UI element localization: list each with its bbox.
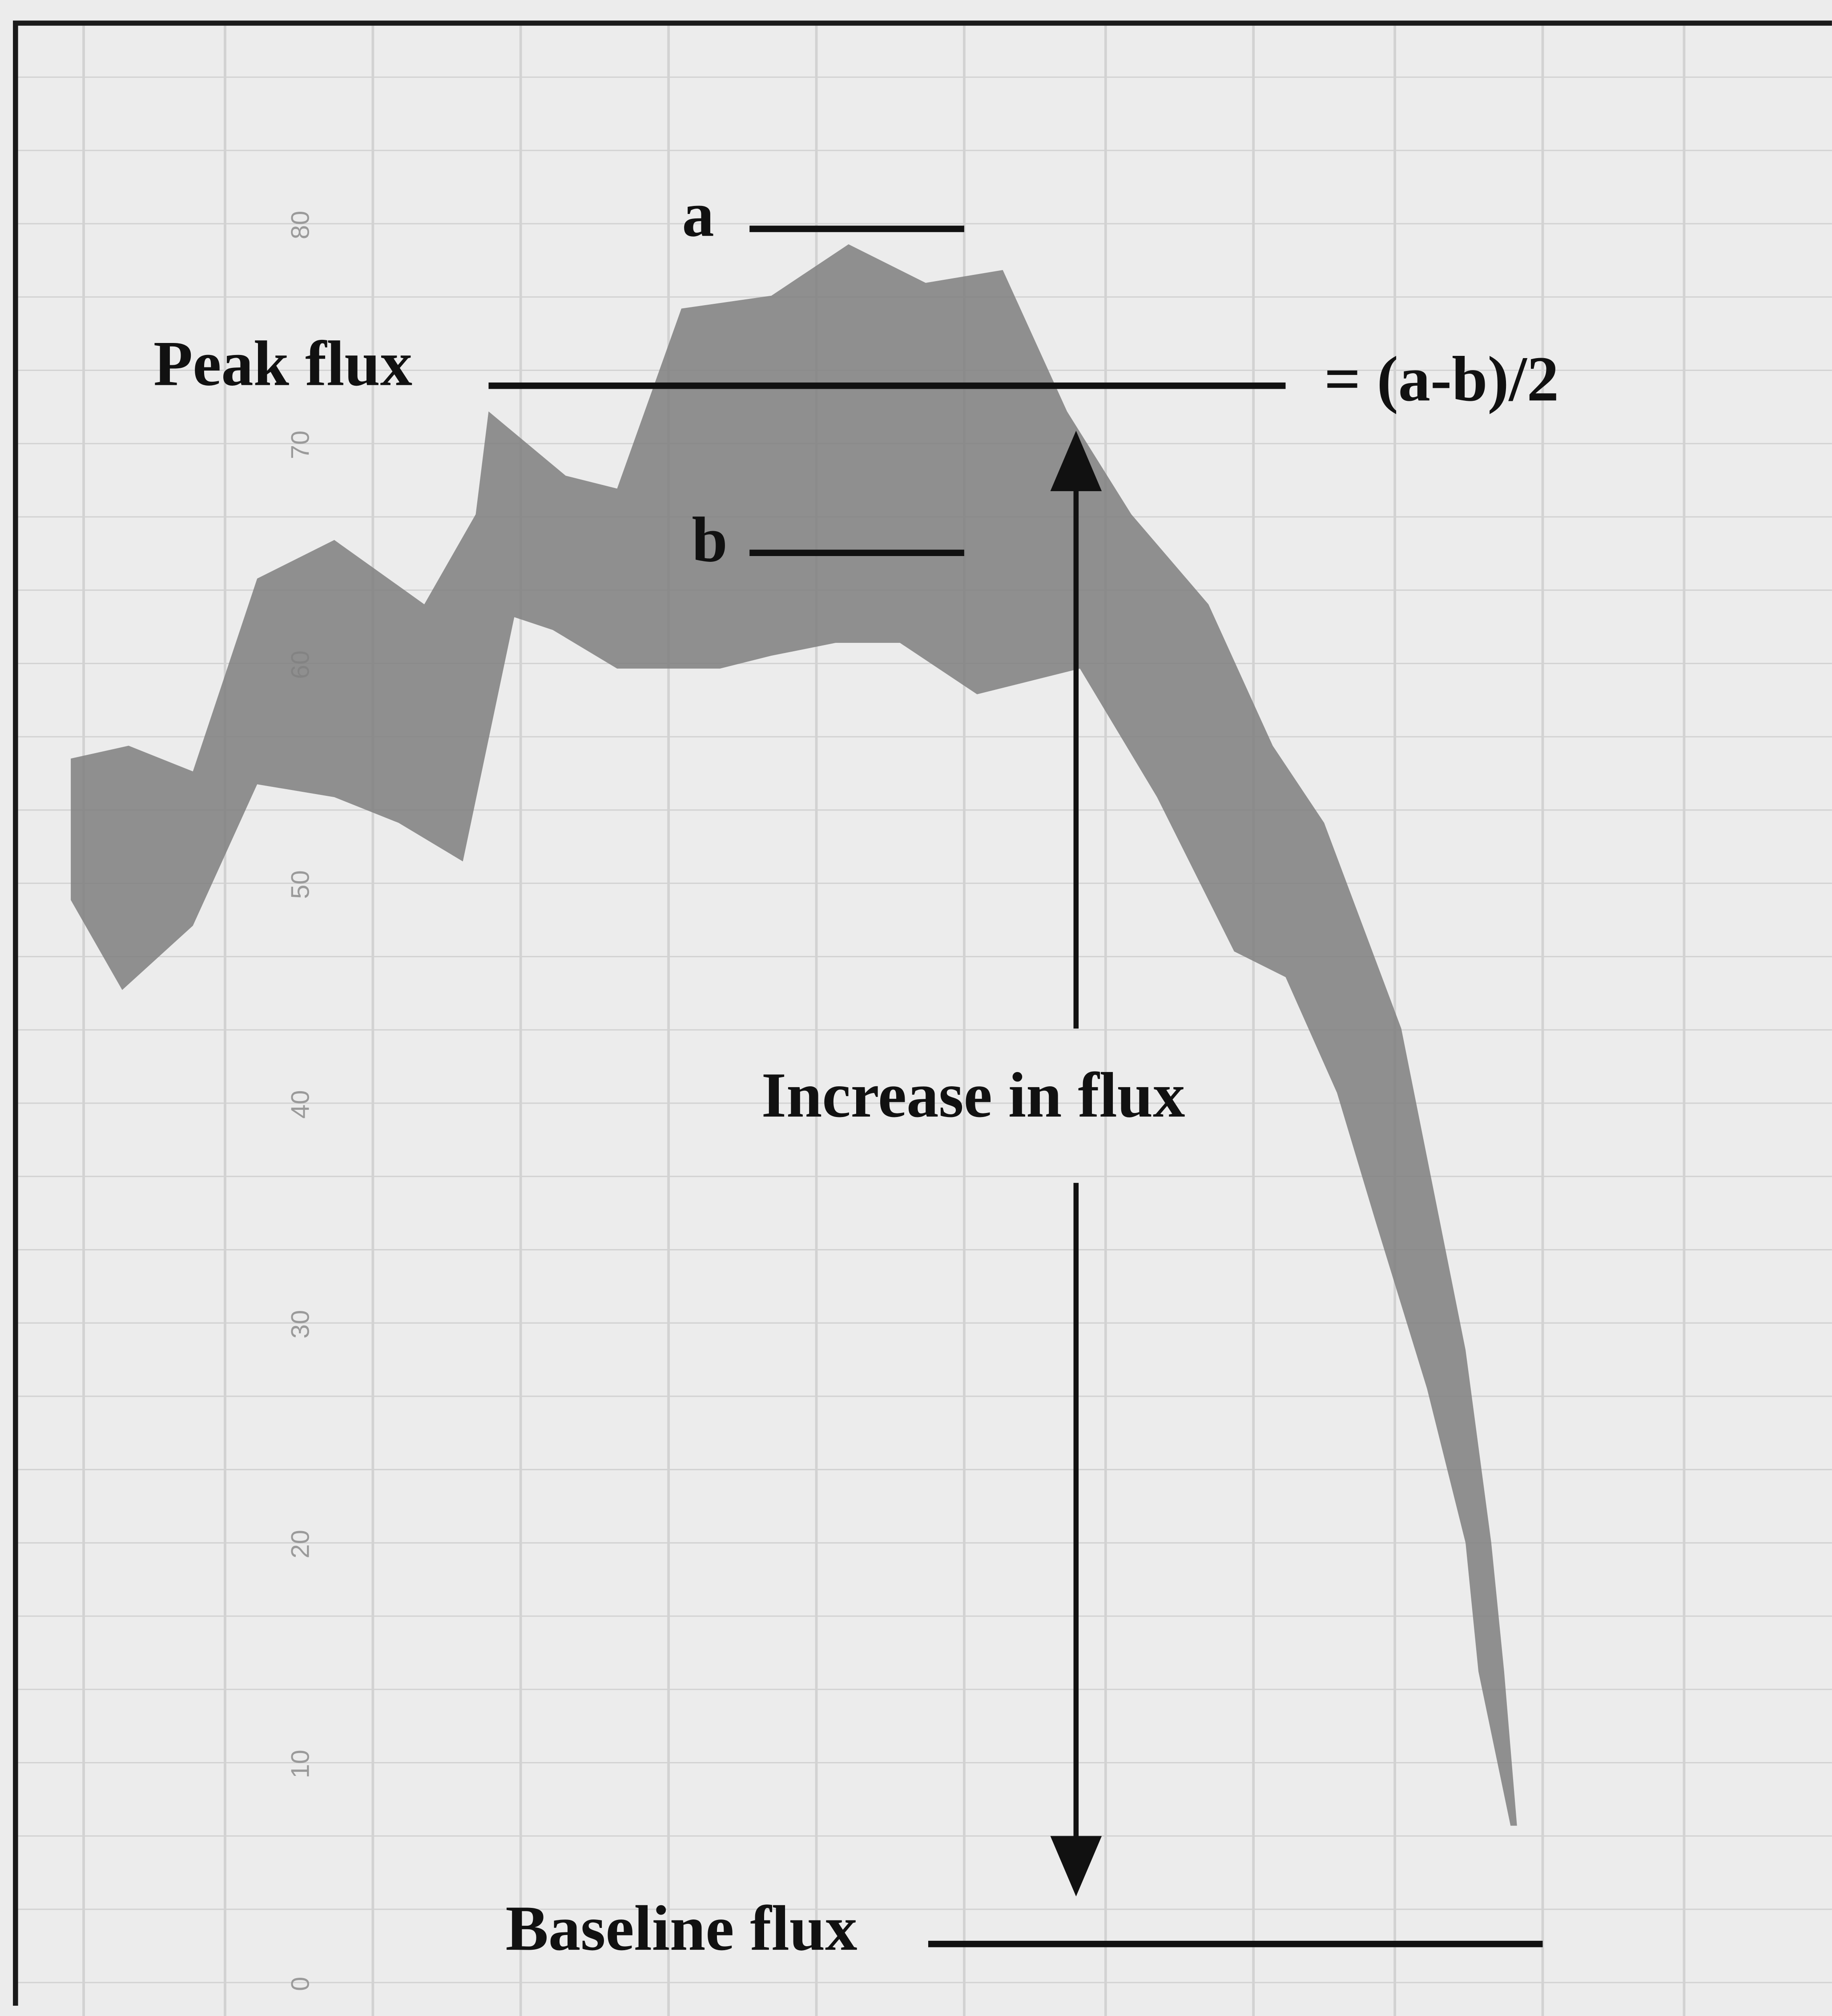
- tick-label: 10: [286, 1750, 315, 1778]
- label-a: a: [682, 179, 714, 250]
- tick-label: 50: [286, 870, 315, 899]
- label-formula: = (a-b)/2: [1324, 343, 1559, 415]
- tick-label: 40: [286, 1090, 315, 1119]
- label-increase: Increase in flux: [761, 1060, 1185, 1131]
- tick-label: 80: [286, 211, 315, 239]
- label-peak: Peak flux: [153, 328, 412, 399]
- label-baseline: Baseline flux: [506, 1893, 858, 1964]
- tick-label: 0: [286, 1977, 315, 1991]
- figure: 80706050403020100 a Peak flux = (a-b)/2 …: [0, 0, 1832, 2016]
- tick-label: 70: [286, 431, 315, 459]
- label-b: b: [692, 504, 727, 576]
- tick-label: 30: [286, 1310, 315, 1339]
- tick-label: 20: [286, 1530, 315, 1558]
